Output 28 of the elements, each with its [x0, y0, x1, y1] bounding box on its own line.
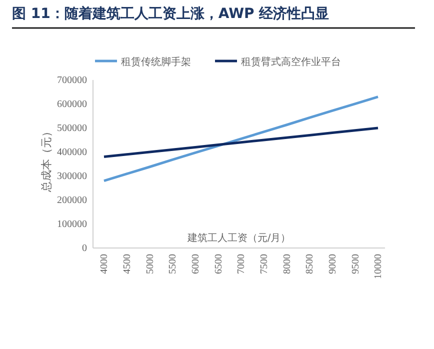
x-tick-label: 8500 [304, 254, 316, 274]
y-tick-label: 0 [82, 243, 87, 254]
y-tick-label: 400000 [57, 147, 87, 158]
x-tick-label: 5500 [168, 254, 179, 274]
legend-label: 租赁传统脚手架 [121, 56, 191, 68]
x-axis-title: 建筑工人工资（元/月） [186, 232, 291, 244]
line-series [102, 126, 380, 158]
y-tick-label: 600000 [57, 99, 87, 110]
y-axis-title: 总成本（元） [40, 126, 53, 193]
y-tick-label: 100000 [57, 219, 87, 230]
y-tick-label: 200000 [57, 195, 87, 206]
x-tick-label: 10000 [373, 254, 384, 279]
y-tick-label: 300000 [57, 171, 87, 182]
legend-label: 租赁臂式高空作业平台 [241, 56, 341, 68]
chart-title: 图 11：随着建筑工人工资上涨，AWP 经济性凸显 [12, 5, 330, 22]
x-tick-label: 7500 [259, 254, 270, 274]
line-series [102, 96, 380, 182]
x-tick-label: 5000 [144, 254, 156, 274]
x-tick-label: 9500 [350, 254, 362, 274]
x-tick-label: 9000 [328, 254, 339, 274]
x-tick-label: 4500 [122, 254, 134, 274]
x-tick-label: 8000 [282, 254, 293, 274]
y-tick-label: 500000 [57, 123, 87, 134]
x-tick-label: 7000 [236, 254, 248, 274]
x-tick-label: 6000 [190, 254, 202, 274]
x-tick-label: 6500 [213, 254, 224, 274]
y-tick-label: 700000 [57, 75, 87, 86]
x-tick-label: 4000 [99, 254, 110, 274]
